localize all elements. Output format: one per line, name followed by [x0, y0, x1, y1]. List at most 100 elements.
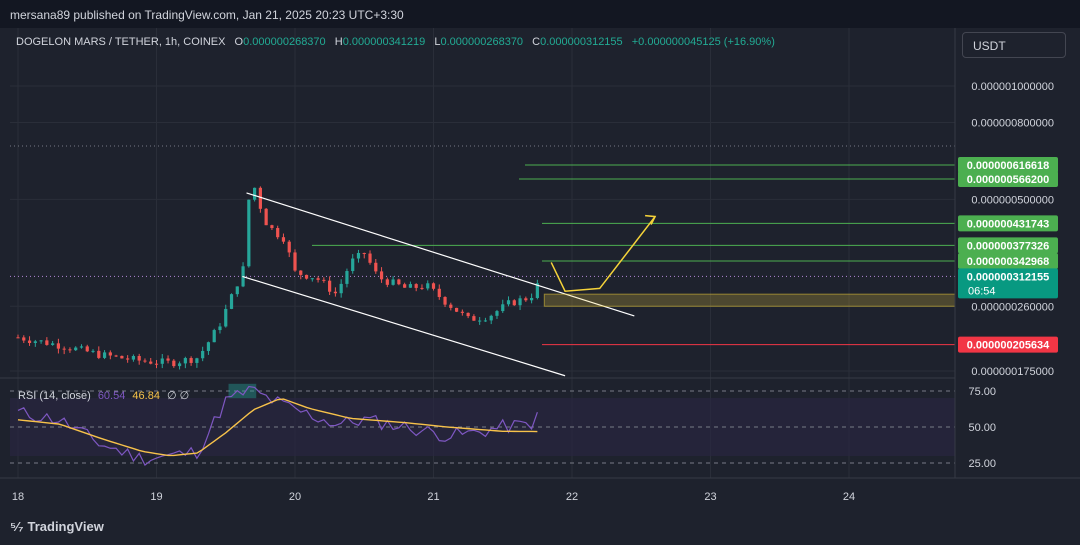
candle-body [276, 228, 280, 238]
brand-name: TradingView [27, 519, 104, 534]
candle-body [85, 346, 89, 352]
x-tick-label-21: 21 [427, 491, 439, 503]
candle-body [333, 291, 337, 294]
candle-body [420, 287, 424, 289]
candle-body [316, 278, 320, 280]
candle-body [39, 340, 43, 342]
candle-body [345, 271, 349, 284]
low-label: L [434, 36, 441, 48]
candle-body [356, 252, 361, 259]
candle-body [166, 358, 170, 361]
close-value: 0.000000312155 [540, 36, 623, 48]
candle-body [74, 347, 78, 351]
x-tick-label-22: 22 [566, 491, 578, 503]
candle-body [397, 279, 401, 285]
candle-body [126, 358, 130, 360]
level-label-bg-3 [958, 237, 1058, 254]
y-tick-label: 0.000000175000 [971, 366, 1054, 378]
rsi-pane [10, 383, 955, 467]
x-tick-label-19: 19 [150, 491, 162, 503]
candle-body [379, 271, 384, 280]
rsi-overbought-fill [228, 383, 257, 399]
candle-body [368, 253, 372, 263]
level-label-bg-4 [958, 252, 1058, 269]
publisher-text: mersana89 published on TradingView.com, … [10, 8, 404, 22]
y-tick-label: 0.000000260000 [971, 301, 1054, 313]
tv-logo-icon: ⁵⁄₇ [10, 519, 24, 534]
low-value: 0.000000268370 [440, 36, 524, 48]
x-tick-label-23: 23 [704, 491, 716, 503]
candle-body [264, 208, 268, 226]
candle-body [483, 320, 488, 322]
candle-body [183, 358, 187, 364]
high-label: H [334, 36, 343, 48]
candle-body [108, 352, 112, 356]
candle-body [501, 304, 505, 312]
candle-body [530, 297, 534, 301]
rsi-ma-line [17, 398, 538, 457]
candle-body [137, 356, 141, 361]
candle-body [212, 330, 216, 343]
candle-body [160, 358, 164, 364]
candle-body [114, 355, 118, 357]
candle-body [408, 284, 413, 288]
candle-body [247, 199, 251, 267]
candle-body [33, 341, 37, 343]
y-tick-label: 0.000001000000 [971, 81, 1054, 93]
candle-body [443, 297, 447, 305]
y-tick-label: 0.000000500000 [971, 194, 1054, 206]
candle-body [431, 283, 436, 289]
candle-body [414, 284, 418, 288]
symbol-name[interactable]: DOGELON MARS / TETHER, 1h, COINEX [16, 36, 226, 48]
candle-body [304, 274, 309, 279]
rsi-extra: ∅ ∅ [167, 390, 190, 402]
candle-body [97, 350, 101, 358]
level-label-2: 0.000000431743 [967, 218, 1050, 230]
change-value: +0.000000045125 (+16.90%) [631, 36, 775, 48]
level-label-1: 0.000000566200 [967, 174, 1050, 186]
candle-body [506, 300, 511, 305]
candle-body [437, 288, 441, 298]
candle-body [131, 356, 136, 360]
currency-button[interactable]: USDT [962, 32, 1066, 58]
candle-body [310, 278, 314, 280]
candle-body [229, 294, 234, 309]
candle-body [460, 311, 464, 313]
candle-body [189, 358, 193, 363]
candle-body [351, 258, 355, 272]
current-price-label-bg [958, 268, 1058, 299]
candle-body [68, 349, 72, 351]
rsi-value: 60.54 [97, 390, 126, 402]
publisher-bar: mersana89 published on TradingView.com, … [0, 0, 1080, 28]
projection-path [550, 216, 656, 293]
level-label-5: 0.000000205634 [967, 340, 1050, 352]
candle-body [218, 326, 222, 331]
channel-lower-line [242, 275, 566, 377]
candle-body [91, 350, 95, 352]
candle-body [172, 360, 176, 367]
candle-body [27, 340, 32, 343]
price-pane [10, 145, 955, 370]
rsi-legend[interactable]: RSI (14, close) 60.54 46.84 ∅ ∅ [18, 389, 189, 402]
rsi-tick-label: 50.00 [968, 422, 996, 434]
candle-body [362, 252, 366, 254]
candle-body [339, 283, 343, 294]
tradingview-footer[interactable]: ⁵⁄₇ TradingView [10, 519, 104, 534]
level-label-bg-0 [958, 157, 1058, 174]
open-label: O [234, 36, 244, 48]
current-price-label: 0.000000312155 [967, 271, 1050, 283]
close-label: C [532, 36, 541, 48]
rsi-tick-label: 75.00 [968, 386, 996, 398]
candle-body [51, 343, 55, 345]
level-label-bg-2 [958, 215, 1058, 232]
candle-body [518, 298, 522, 306]
x-tick-label-24: 24 [843, 491, 855, 503]
candle-body [287, 241, 291, 253]
axes: 18 19 20 21 22 23 24 0.000001000000 0.0000008000… [0, 28, 1080, 503]
high-value: 0.000000341219 [342, 36, 426, 48]
chart-canvas[interactable]: 18 19 20 21 22 23 24 0.000001000000 0.0000008000… [0, 28, 1080, 545]
candle-body [322, 279, 326, 281]
rsi-tick-label: 25.00 [968, 458, 996, 470]
candle-body [235, 286, 239, 295]
channel-upper-line [246, 192, 635, 317]
